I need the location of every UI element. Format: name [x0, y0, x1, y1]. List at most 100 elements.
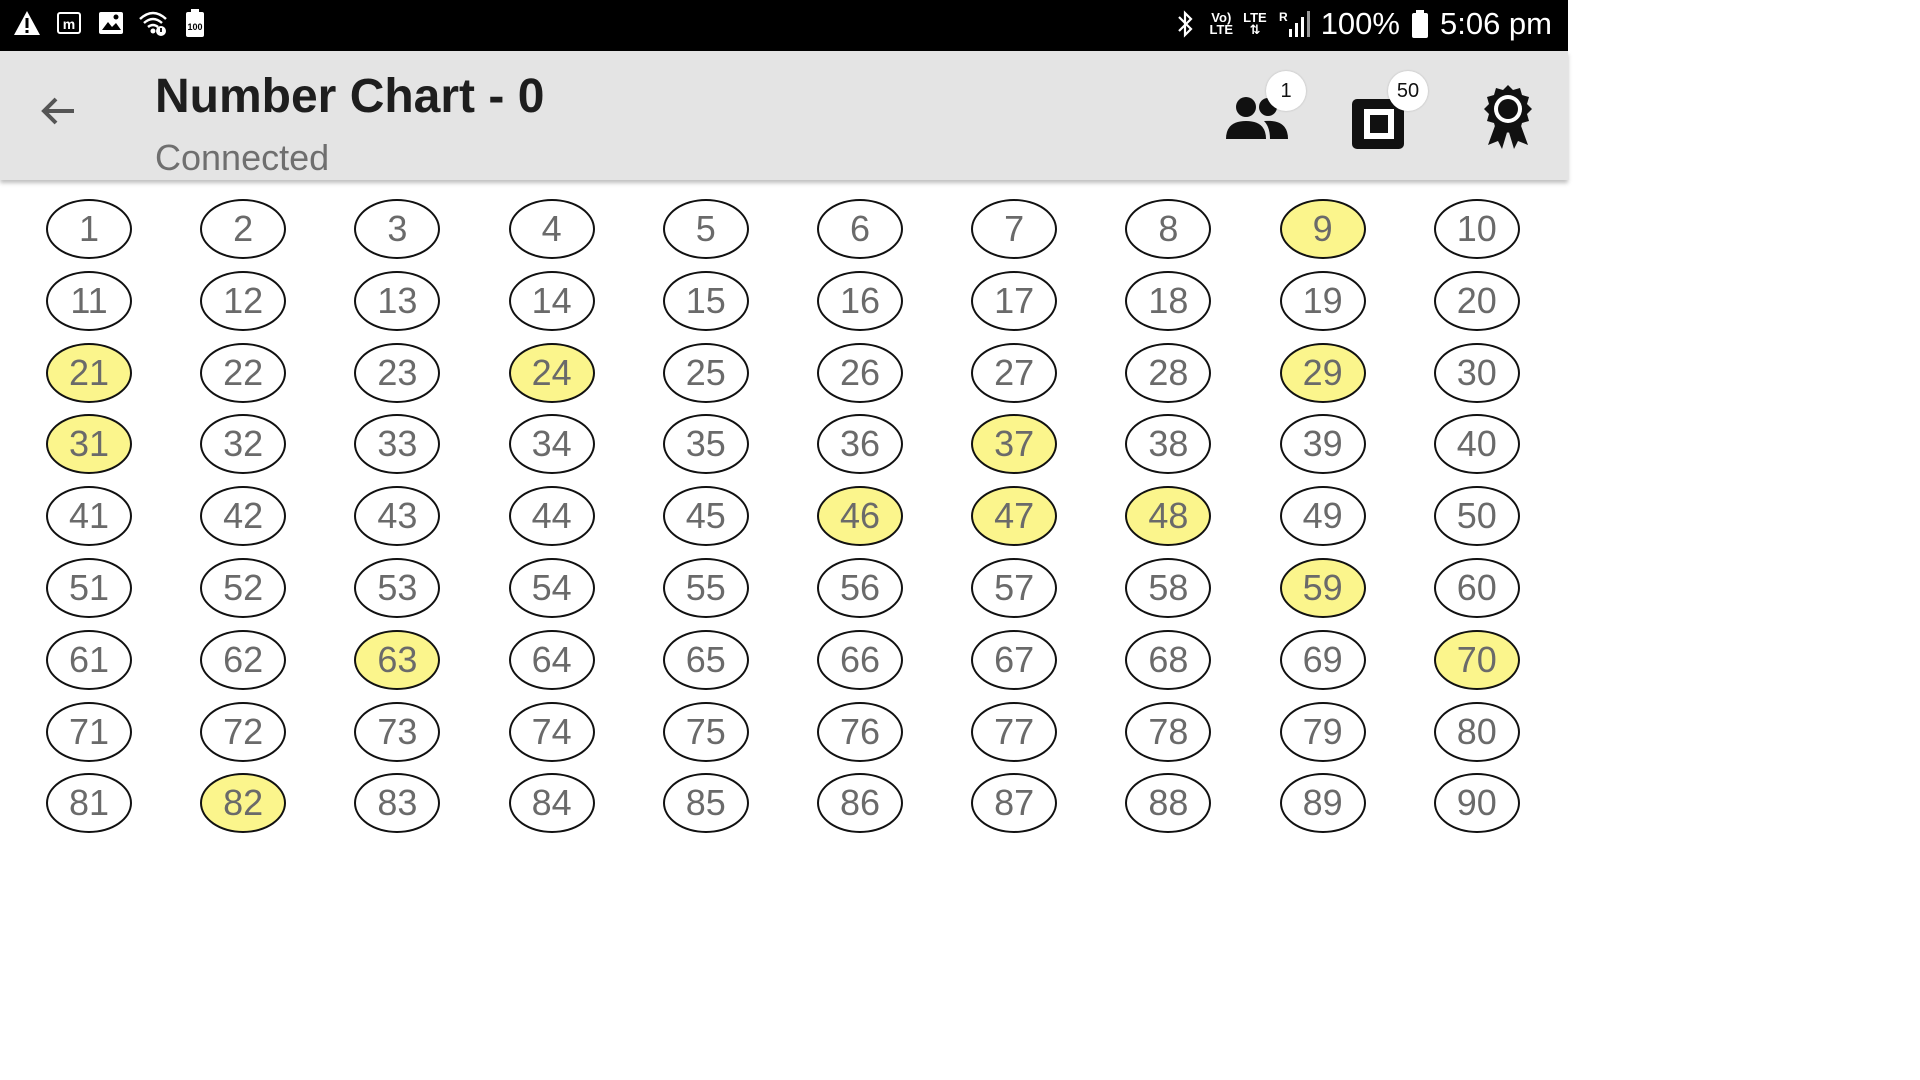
- number-cell-22[interactable]: 22: [200, 342, 287, 403]
- number-cell-45[interactable]: 45: [662, 486, 749, 547]
- number-cell-87[interactable]: 87: [971, 773, 1058, 834]
- number-cell-29[interactable]: 29: [1279, 342, 1366, 403]
- number-cell-13[interactable]: 13: [354, 270, 441, 331]
- number-cell-61[interactable]: 61: [46, 629, 132, 690]
- number-cell-12[interactable]: 12: [200, 270, 287, 331]
- number-cell-48[interactable]: 48: [1125, 486, 1212, 547]
- award-icon: [1484, 85, 1532, 149]
- number-cell-69[interactable]: 69: [1279, 629, 1366, 690]
- warning-icon: [12, 8, 42, 38]
- number-cell-17[interactable]: 17: [971, 270, 1058, 331]
- number-cell-44[interactable]: 44: [508, 486, 595, 547]
- number-cell-23[interactable]: 23: [354, 342, 441, 403]
- number-cell-1[interactable]: 1: [46, 199, 132, 259]
- number-cell-58[interactable]: 58: [1125, 558, 1212, 618]
- number-cell-2[interactable]: 2: [200, 199, 287, 259]
- number-cell-25[interactable]: 25: [662, 342, 749, 403]
- number-cell-35[interactable]: 35: [662, 414, 749, 475]
- number-cell-90[interactable]: 90: [1433, 773, 1520, 834]
- number-cell-68[interactable]: 68: [1125, 629, 1212, 690]
- number-cell-26[interactable]: 26: [817, 342, 903, 403]
- number-cell-81[interactable]: 81: [46, 773, 132, 834]
- number-cell-59[interactable]: 59: [1279, 558, 1366, 618]
- number-cell-38[interactable]: 38: [1125, 414, 1212, 475]
- number-cell-63[interactable]: 63: [354, 629, 441, 690]
- number-cell-82[interactable]: 82: [200, 773, 287, 834]
- number-cell-72[interactable]: 72: [200, 701, 287, 762]
- number-cell-88[interactable]: 88: [1125, 773, 1212, 834]
- number-cell-24[interactable]: 24: [508, 342, 595, 403]
- number-cell-66[interactable]: 66: [817, 629, 903, 690]
- m-icon: m: [54, 8, 84, 38]
- number-cell-57[interactable]: 57: [971, 558, 1058, 618]
- back-button[interactable]: [36, 89, 80, 133]
- number-cell-84[interactable]: 84: [508, 773, 595, 834]
- number-cell-65[interactable]: 65: [662, 629, 749, 690]
- number-cell-51[interactable]: 51: [46, 558, 132, 618]
- number-cell-3[interactable]: 3: [354, 199, 441, 259]
- number-cell-42[interactable]: 42: [200, 486, 287, 547]
- number-cell-6[interactable]: 6: [817, 199, 903, 259]
- number-cell-75[interactable]: 75: [662, 701, 749, 762]
- number-cell-18[interactable]: 18: [1125, 270, 1212, 331]
- number-cell-8[interactable]: 8: [1125, 199, 1212, 259]
- number-cell-28[interactable]: 28: [1125, 342, 1212, 403]
- number-cell-46[interactable]: 46: [817, 486, 903, 547]
- number-cell-10[interactable]: 10: [1433, 199, 1520, 259]
- tickets-button[interactable]: 50: [1350, 71, 1440, 153]
- number-cell-85[interactable]: 85: [662, 773, 749, 834]
- number-cell-55[interactable]: 55: [662, 558, 749, 618]
- number-cell-16[interactable]: 16: [817, 270, 903, 331]
- status-bar: m 100 Vo) LTE LTE ⇅ R 100% 5:06 pm: [0, 0, 1568, 51]
- number-cell-4[interactable]: 4: [508, 199, 595, 259]
- players-button[interactable]: 1: [1224, 71, 1324, 153]
- number-cell-20[interactable]: 20: [1433, 270, 1520, 331]
- awards-button[interactable]: [1474, 73, 1542, 153]
- number-cell-40[interactable]: 40: [1433, 414, 1520, 475]
- lte-indicator: LTE ⇅: [1243, 11, 1267, 36]
- number-cell-79[interactable]: 79: [1279, 701, 1366, 762]
- number-cell-89[interactable]: 89: [1279, 773, 1366, 834]
- number-cell-19[interactable]: 19: [1279, 270, 1366, 331]
- number-cell-5[interactable]: 5: [662, 199, 749, 259]
- number-cell-53[interactable]: 53: [354, 558, 441, 618]
- number-cell-73[interactable]: 73: [354, 701, 441, 762]
- number-cell-76[interactable]: 76: [817, 701, 903, 762]
- number-cell-74[interactable]: 74: [508, 701, 595, 762]
- number-cell-33[interactable]: 33: [354, 414, 441, 475]
- number-cell-30[interactable]: 30: [1433, 342, 1520, 403]
- number-cell-60[interactable]: 60: [1433, 558, 1520, 618]
- number-cell-50[interactable]: 50: [1433, 486, 1520, 547]
- number-cell-54[interactable]: 54: [508, 558, 595, 618]
- number-cell-21[interactable]: 21: [46, 342, 132, 403]
- number-cell-37[interactable]: 37: [971, 414, 1058, 475]
- number-cell-7[interactable]: 7: [971, 199, 1058, 259]
- number-cell-71[interactable]: 71: [46, 701, 132, 762]
- number-cell-52[interactable]: 52: [200, 558, 287, 618]
- number-cell-31[interactable]: 31: [46, 414, 132, 475]
- number-cell-62[interactable]: 62: [200, 629, 287, 690]
- number-cell-77[interactable]: 77: [971, 701, 1058, 762]
- number-cell-67[interactable]: 67: [971, 629, 1058, 690]
- wifi-icon: [138, 8, 168, 38]
- number-cell-41[interactable]: 41: [46, 486, 132, 547]
- number-cell-11[interactable]: 11: [46, 270, 132, 331]
- number-cell-49[interactable]: 49: [1279, 486, 1366, 547]
- number-cell-15[interactable]: 15: [662, 270, 749, 331]
- number-cell-86[interactable]: 86: [817, 773, 903, 834]
- number-cell-83[interactable]: 83: [354, 773, 441, 834]
- number-cell-27[interactable]: 27: [971, 342, 1058, 403]
- number-cell-14[interactable]: 14: [508, 270, 595, 331]
- number-cell-47[interactable]: 47: [971, 486, 1058, 547]
- number-cell-56[interactable]: 56: [817, 558, 903, 618]
- number-cell-70[interactable]: 70: [1433, 629, 1520, 690]
- number-cell-78[interactable]: 78: [1125, 701, 1212, 762]
- number-cell-9[interactable]: 9: [1279, 199, 1366, 259]
- number-cell-34[interactable]: 34: [508, 414, 595, 475]
- number-cell-43[interactable]: 43: [354, 486, 441, 547]
- number-cell-80[interactable]: 80: [1433, 701, 1520, 762]
- number-cell-32[interactable]: 32: [200, 414, 287, 475]
- number-cell-36[interactable]: 36: [817, 414, 903, 475]
- number-cell-39[interactable]: 39: [1279, 414, 1366, 475]
- number-cell-64[interactable]: 64: [508, 629, 595, 690]
